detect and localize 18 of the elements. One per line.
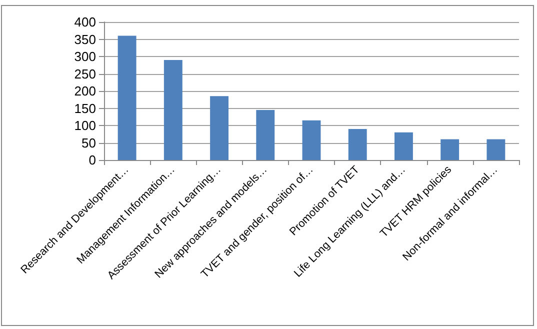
y-tick-label: 350 [74,32,96,47]
bar [210,96,228,160]
y-tick-label: 150 [74,100,96,116]
bar [256,110,275,160]
y-tick-label: 200 [74,84,96,98]
y-tick-label: 50 [82,135,96,150]
bar [302,120,321,160]
bar [440,139,460,160]
bar [348,128,367,160]
y-tick-label: 400 [74,14,96,30]
bar [394,132,413,160]
y-tick-label: 250 [74,66,96,82]
y-tick-label: 300 [74,49,96,64]
y-tick-label: 0 [88,152,96,168]
y-tick-label: 100 [74,118,96,133]
bar [486,139,506,160]
bar [118,36,136,160]
bar [164,60,182,160]
